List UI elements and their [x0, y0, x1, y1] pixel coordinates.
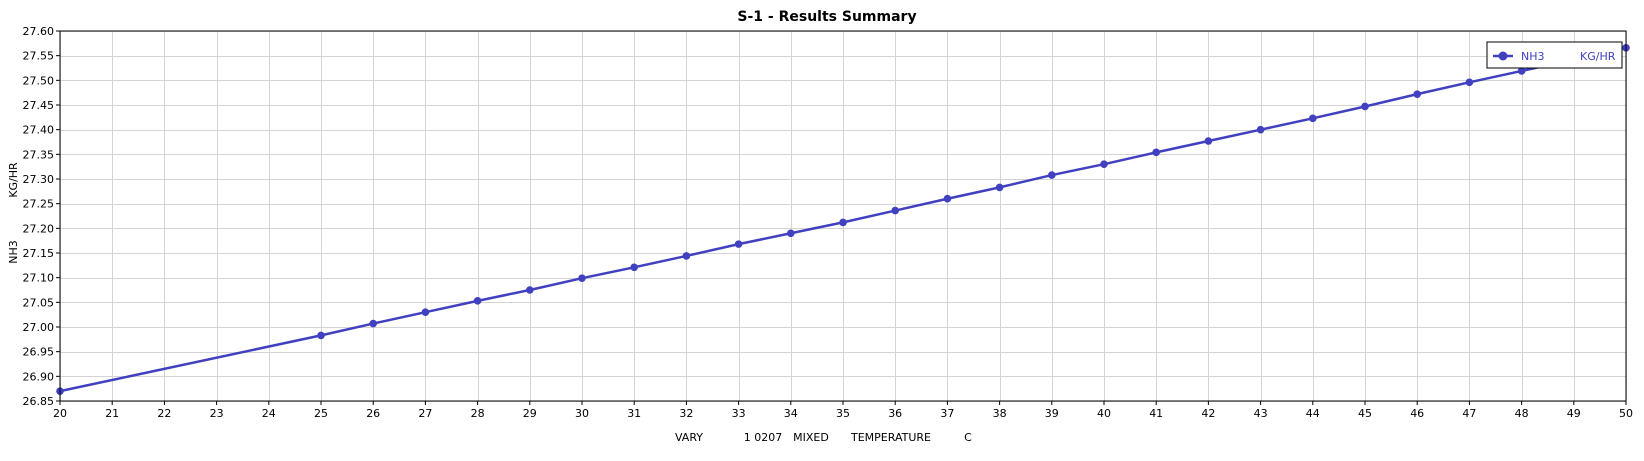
x-tick-label: 45	[1358, 407, 1372, 420]
x-tick-label: 46	[1410, 407, 1424, 420]
x-tick-label: 42	[1201, 407, 1215, 420]
x-tick-label: 31	[627, 407, 641, 420]
y-tick-label: 27.55	[23, 50, 55, 63]
x-tick-label: 30	[575, 407, 589, 420]
data-point	[787, 229, 795, 238]
x-axis-label-part: VARY	[675, 431, 703, 444]
data-point	[1152, 148, 1160, 157]
y-tick-label: 26.95	[23, 346, 55, 359]
data-point	[839, 218, 847, 227]
y-tick-label: 27.15	[23, 247, 55, 260]
x-tick-label: 28	[471, 407, 485, 420]
y-tick-label: 27.05	[23, 296, 55, 309]
x-tick-label: 25	[314, 407, 328, 420]
y-tick-label: 27.00	[23, 321, 55, 334]
y-tick-label: 27.60	[23, 25, 55, 38]
legend-series-name: NH3	[1521, 50, 1545, 63]
x-tick-label: 21	[105, 407, 119, 420]
x-tick-label: 47	[1462, 407, 1476, 420]
data-point	[1256, 125, 1265, 134]
data-point	[1309, 114, 1317, 123]
x-axis-tick-labels: 20 21 22 23 24 25 26 27 28 29 30 31 32 33 34 35 36 37 38 39…	[53, 401, 1633, 420]
x-tick-label: 37	[940, 407, 954, 420]
x-tick-label: 43	[1254, 407, 1268, 420]
x-tick-label: 44	[1306, 407, 1320, 420]
data-point	[1361, 102, 1369, 111]
x-tick-label: 48	[1515, 407, 1529, 420]
data-point	[891, 206, 899, 215]
legend-series-unit: KG/HR	[1580, 50, 1616, 63]
data-point	[995, 183, 1004, 192]
y-tick-label: 27.25	[23, 198, 55, 211]
data-point	[578, 274, 586, 282]
data-point	[1465, 78, 1474, 87]
x-tick-label: 23	[210, 407, 224, 420]
x-tick-label: 27	[418, 407, 432, 420]
legend[interactable]: NH3 KG/HR	[1486, 41, 1623, 69]
x-tick-label: 29	[523, 407, 537, 420]
y-tick-label: 27.20	[23, 222, 55, 235]
data-point	[1048, 171, 1056, 179]
x-tick-label: 32	[679, 407, 693, 420]
x-tick-label: 24	[262, 407, 276, 420]
series-group	[56, 43, 1630, 395]
x-tick-label: 20	[53, 407, 67, 420]
x-axis-label-part: MIXED	[793, 431, 829, 444]
data-point	[1517, 67, 1526, 75]
data-point	[734, 240, 743, 248]
x-tick-label: 49	[1567, 407, 1581, 420]
x-tick-label: 35	[836, 407, 850, 420]
data-point	[1100, 160, 1108, 168]
y-axis-label-part: KG/HR	[7, 162, 20, 198]
data-point	[630, 263, 638, 272]
x-tick-label: 50	[1619, 407, 1633, 420]
y-axis-label-part: NH3	[7, 240, 20, 264]
x-tick-label: 34	[784, 407, 798, 420]
y-tick-label: 27.10	[23, 272, 55, 285]
y-tick-label: 26.85	[23, 395, 55, 408]
y-tick-label: 27.50	[23, 74, 55, 87]
x-tick-label: 36	[888, 407, 902, 420]
data-point	[526, 286, 534, 294]
y-tick-label: 27.35	[23, 148, 55, 161]
y-tick-label: 27.45	[23, 99, 55, 112]
chart-title: S-1 - Results Summary	[737, 9, 916, 25]
y-tick-label: 26.90	[23, 370, 55, 383]
data-point	[317, 331, 325, 340]
data-point	[1204, 137, 1213, 145]
y-axis-tick-labels: 26.85 26.90 26.95 27.00 27.05 27.10 27.15 27.20…	[23, 25, 60, 408]
x-axis-label-part: TEMPERATURE	[850, 431, 931, 444]
x-tick-label: 41	[1149, 407, 1163, 420]
x-tick-label: 22	[157, 407, 171, 420]
x-tick-label: 39	[1045, 407, 1059, 420]
series-line-nh3	[59, 46, 1627, 393]
data-point	[943, 194, 952, 203]
x-tick-label: 38	[993, 407, 1007, 420]
data-point	[369, 319, 378, 328]
x-axis-label: VARY 1 0207 MIXED TEMPERATURE C	[675, 431, 972, 444]
x-axis-label-part: 1 0207	[744, 431, 783, 444]
data-point	[682, 252, 691, 260]
x-tick-label: 40	[1097, 407, 1111, 420]
x-axis-label-part: C	[964, 431, 972, 444]
legend-swatch-marker	[1498, 51, 1508, 61]
x-tick-label: 33	[732, 407, 746, 420]
data-point	[473, 297, 482, 305]
x-tick-label: 26	[366, 407, 380, 420]
data-point	[1413, 90, 1421, 98]
y-tick-label: 27.40	[23, 124, 55, 137]
y-tick-label: 27.30	[23, 173, 55, 186]
y-axis-label: NH3 KG/HR	[7, 162, 20, 264]
plot-area-frame	[59, 30, 1627, 402]
data-point	[421, 308, 430, 317]
